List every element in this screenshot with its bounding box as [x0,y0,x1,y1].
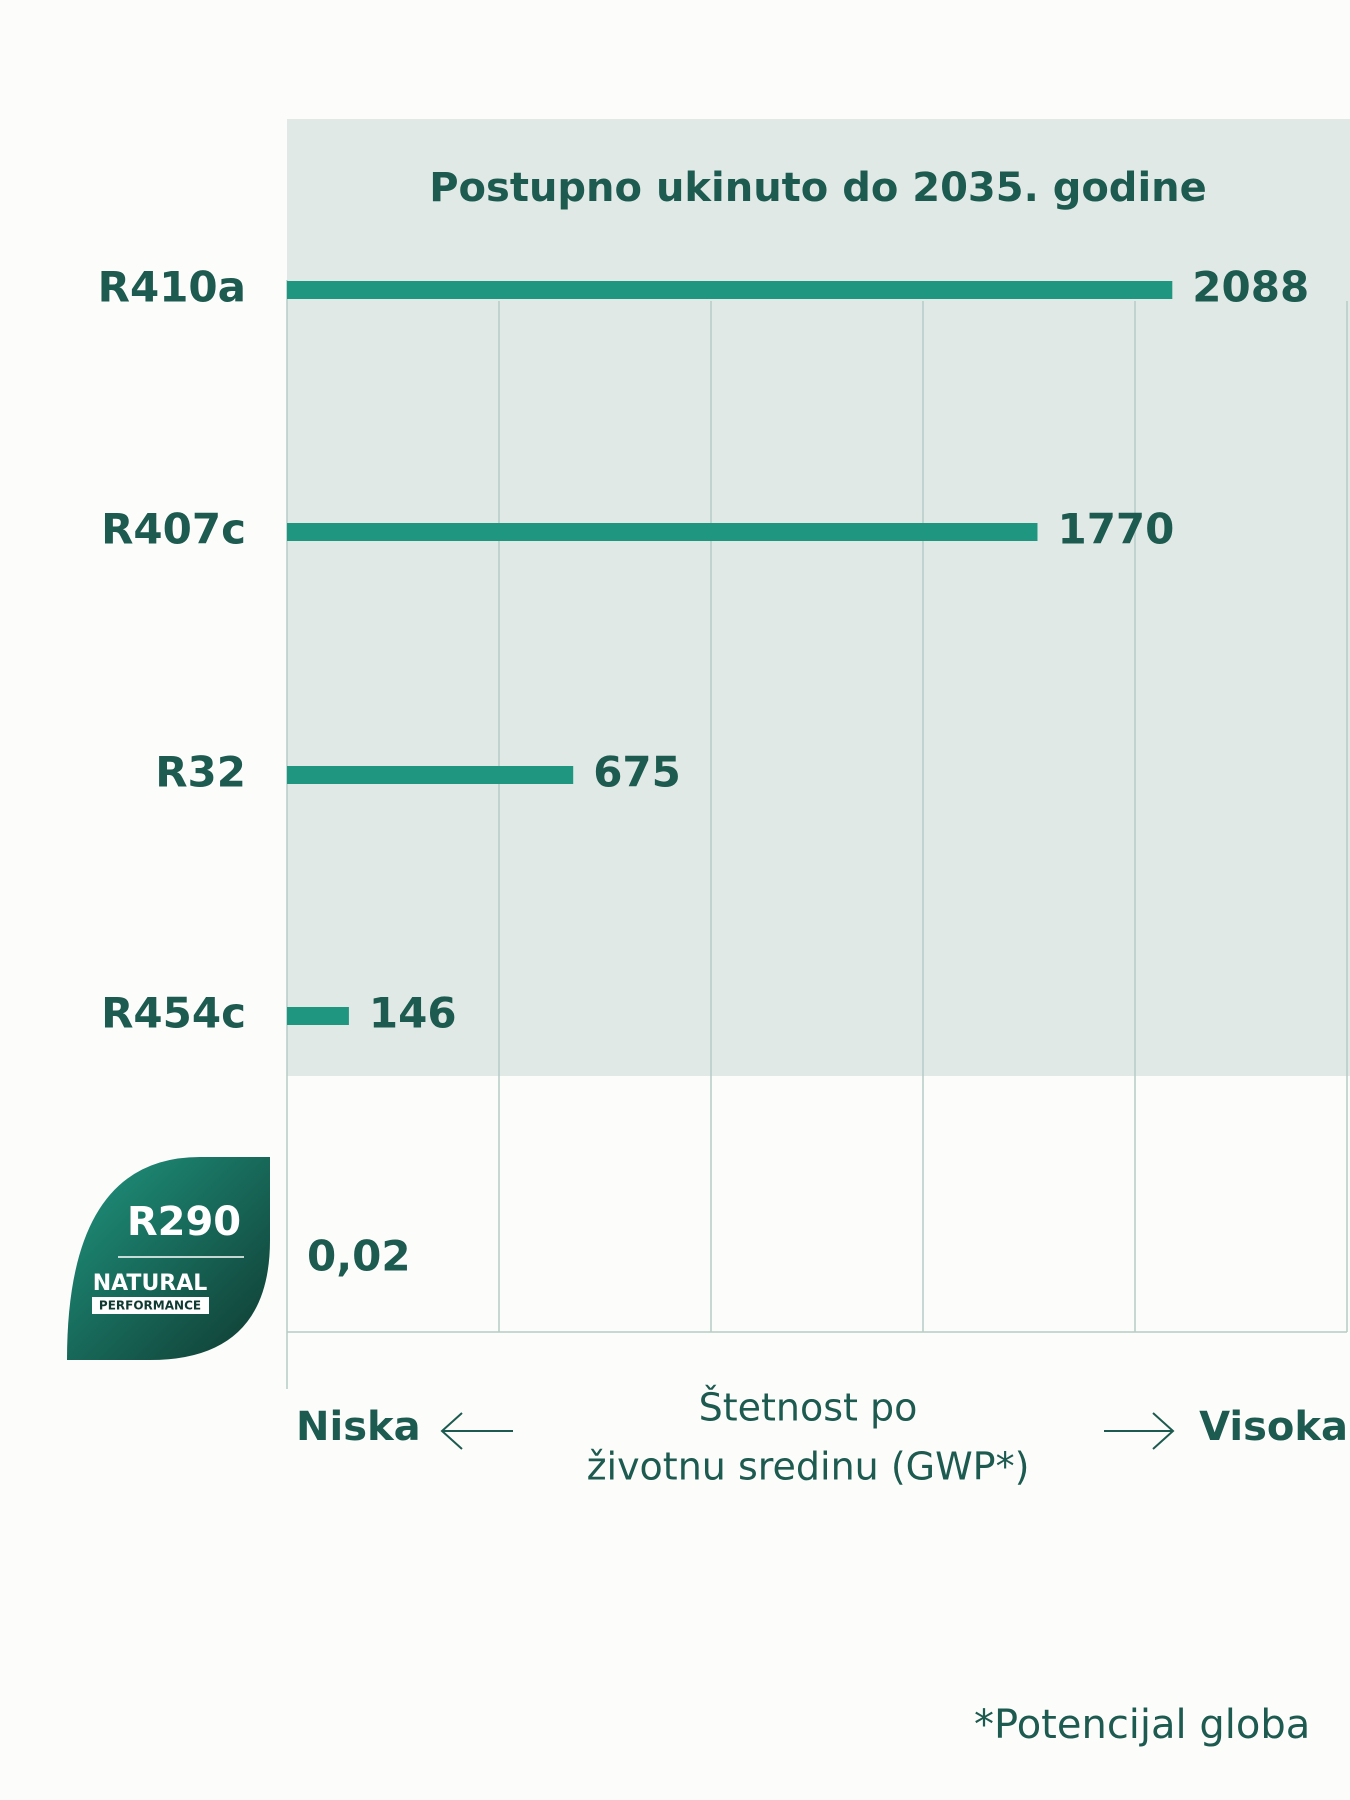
x-axis-low: Niska [296,1404,421,1450]
badge-label: PERFORMANCE [99,1299,201,1313]
x-axis-high: Visoka [1199,1404,1348,1450]
x-axis-label: Štetnost po [699,1386,918,1430]
category-label: R410a [98,263,246,312]
value-label: 0,02 [307,1232,411,1281]
chart-title: Postupno ukinuto do 2035. godine [429,165,1207,211]
value-label: 146 [369,989,457,1038]
phase-out-region [287,119,1350,1076]
bar [287,1007,349,1025]
footnote: *Potencijal globa [974,1702,1310,1748]
category-label: R32 [155,748,246,797]
badge-leaf [67,1157,270,1360]
category-label: R454c [101,989,246,1038]
value-label: 1770 [1057,505,1174,554]
value-label: 2088 [1192,263,1309,312]
badge-label: NATURAL [93,1271,208,1296]
bar [287,766,574,784]
bar [287,281,1173,299]
arrow-left [440,1412,513,1450]
value-label: 675 [593,748,681,797]
badge-category-label: R290 [127,1199,241,1245]
arrow-right [1104,1412,1175,1450]
r290-badge [67,1157,270,1360]
x-axis-label: životnu sredinu (GWP*) [587,1445,1030,1489]
category-label: R407c [101,505,246,554]
bar [287,523,1038,541]
badge-label-box [92,1297,209,1314]
